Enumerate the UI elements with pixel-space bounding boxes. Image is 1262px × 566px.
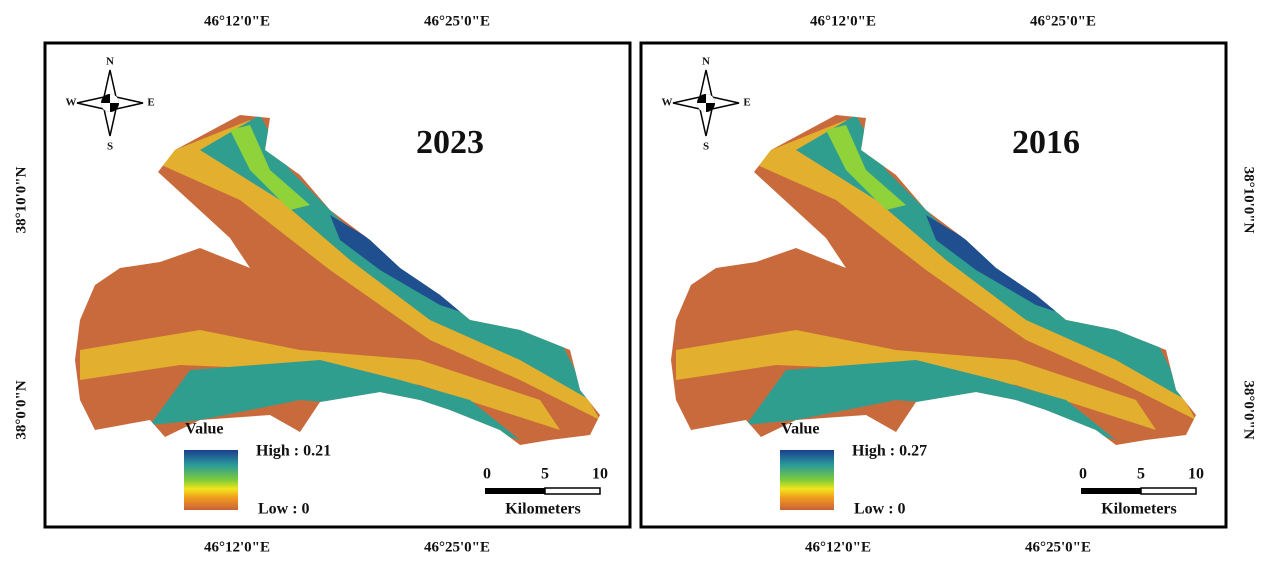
legend-high: High : 0.21 xyxy=(256,443,331,460)
latitude-label: 38°10'0"N xyxy=(13,166,29,233)
longitude-label: 46°25'0"E xyxy=(1025,539,1091,555)
scale-tick-label: 5 xyxy=(541,466,549,483)
scale-unit: Kilometers xyxy=(505,501,581,518)
compass-label: N xyxy=(702,56,710,68)
map-panel: 46°12'0"E 46°25'0"E 46°12'0"E 46°25'0"E 38°1… xyxy=(13,13,630,555)
scale-tick-label: 10 xyxy=(592,466,608,483)
scale-unit: Kilometers xyxy=(1101,501,1177,518)
map-figure: 46°12'0"E 46°25'0"E 46°12'0"E 46°25'0"E 38°1… xyxy=(0,0,1262,566)
map-panel: 46°12'0"E 46°25'0"E 46°12'0"E 46°25'0"E 38°1… xyxy=(641,13,1257,555)
legend-ramp xyxy=(184,450,238,510)
legend-ramp xyxy=(780,450,834,510)
legend-title: Value xyxy=(185,421,224,438)
longitude-label: 46°25'0"E xyxy=(424,13,490,29)
longitude-label: 46°12'0"E xyxy=(805,539,871,555)
scale-tick-label: 0 xyxy=(1079,466,1087,483)
latitude-label: 38°10'0"N xyxy=(1241,167,1257,234)
scale-bar-white xyxy=(1141,488,1196,494)
compass-label: N xyxy=(106,56,114,68)
compass-label: S xyxy=(107,141,113,153)
legend-high: High : 0.27 xyxy=(852,443,927,460)
panel-title: 2016 xyxy=(1012,124,1080,161)
scale-bar-white xyxy=(545,488,600,494)
scale-tick-label: 5 xyxy=(1137,466,1145,483)
compass-label: E xyxy=(743,97,750,109)
latitude-label: 38°0'0"N xyxy=(13,380,29,439)
compass-label: W xyxy=(662,97,673,109)
longitude-label: 46°12'0"E xyxy=(204,13,270,29)
latitude-label: 38°0'0"N xyxy=(1241,380,1257,439)
compass-label: W xyxy=(66,97,77,109)
scale-tick-label: 10 xyxy=(1188,466,1204,483)
longitude-label: 46°25'0"E xyxy=(424,539,490,555)
legend-low: Low : 0 xyxy=(258,501,310,518)
scale-bar-black xyxy=(1081,488,1141,494)
legend-title: Value xyxy=(781,421,820,438)
panel-title: 2023 xyxy=(416,124,484,161)
legend-low: Low : 0 xyxy=(854,501,906,518)
scale-tick-label: 0 xyxy=(483,466,491,483)
longitude-label: 46°25'0"E xyxy=(1030,13,1096,29)
longitude-label: 46°12'0"E xyxy=(810,13,876,29)
compass-label: S xyxy=(703,141,709,153)
scale-bar-black xyxy=(485,488,545,494)
longitude-label: 46°12'0"E xyxy=(204,539,270,555)
compass-label: E xyxy=(147,97,154,109)
